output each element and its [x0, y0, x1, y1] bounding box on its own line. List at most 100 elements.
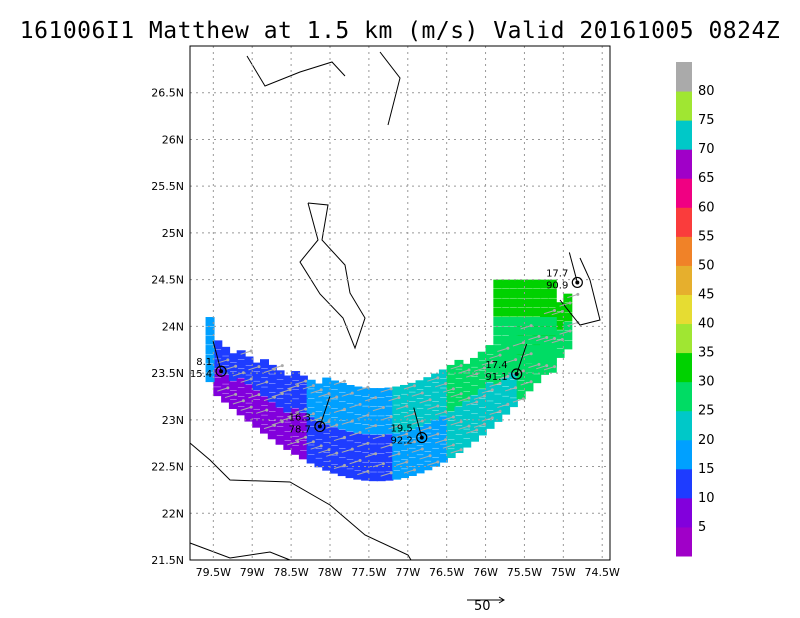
wind-arrow-head — [405, 432, 409, 436]
wind-arrow-head — [420, 419, 424, 423]
wind-arrow — [512, 398, 524, 403]
field-cell — [501, 298, 511, 308]
colorbar-swatch — [676, 526, 692, 557]
field-cell — [221, 393, 231, 403]
field-cell — [415, 408, 425, 418]
wind-arrow-head — [257, 365, 261, 369]
wind-arrow-head — [459, 420, 463, 424]
field-cell — [532, 326, 542, 336]
field-cell — [368, 416, 378, 426]
field-cell — [555, 302, 565, 312]
colorbar-swatch — [676, 236, 692, 266]
wind-arrow — [333, 380, 345, 385]
field-cell — [516, 363, 526, 373]
field-cell — [330, 417, 339, 427]
field-cell — [501, 349, 511, 359]
field-cell — [438, 416, 448, 426]
wind-arrow — [543, 310, 555, 315]
field-cell — [485, 419, 495, 429]
field-cell — [337, 429, 347, 439]
field-cell — [400, 394, 409, 404]
field-cell — [462, 363, 472, 373]
field-cell — [454, 378, 464, 388]
wind-arrow — [349, 460, 361, 465]
wind-arrow — [302, 385, 314, 390]
lon-tick-label: 75W — [551, 566, 576, 579]
wind-arrow — [271, 421, 283, 426]
field-cell — [524, 279, 534, 289]
reference-vector — [467, 596, 505, 604]
field-cell — [252, 371, 262, 381]
wind-arrow-head — [249, 377, 253, 381]
field-cell — [516, 307, 526, 317]
wind-arrow-head — [545, 364, 549, 368]
field-cell — [547, 307, 557, 317]
field-cell — [454, 397, 464, 407]
wind-arrow — [396, 405, 407, 410]
field-cell — [477, 361, 487, 371]
lon-tick-label: 79.5W — [196, 566, 231, 579]
field-cell — [407, 466, 417, 476]
field-cell — [361, 387, 371, 397]
coastline-southwest — [189, 542, 291, 561]
wind-arrow — [224, 365, 236, 371]
field-cell — [477, 351, 487, 361]
field-cell — [493, 412, 503, 422]
field-cell — [508, 388, 518, 398]
field-cell — [532, 345, 542, 355]
wind-arrow-head — [459, 392, 463, 396]
field-cell — [283, 412, 293, 422]
field-cell — [540, 354, 549, 364]
field-cell — [516, 354, 526, 364]
colorbar-swatch — [676, 381, 692, 412]
field-cell — [485, 410, 495, 420]
field-cell — [540, 326, 549, 336]
field-cell — [306, 454, 316, 464]
wind-arrow — [341, 420, 353, 425]
field-cell — [205, 335, 215, 345]
wind-arrow — [302, 413, 314, 418]
field-cell — [477, 398, 487, 408]
wind-arrow — [543, 366, 555, 371]
wind-arrow-head — [265, 380, 269, 384]
wind-arrow — [419, 455, 431, 460]
wind-arrow — [349, 431, 361, 437]
field-cell — [493, 288, 503, 298]
storm-center-speed: 16.3 — [289, 412, 311, 423]
field-cell — [508, 279, 518, 289]
field-cell — [306, 379, 316, 389]
lon-tick-label: 79W — [240, 566, 265, 579]
wind-arrow-head — [553, 309, 557, 313]
wind-arrow — [442, 388, 454, 393]
field-cell — [298, 384, 308, 394]
wind-arrow — [310, 389, 322, 394]
wind-arrow — [310, 445, 322, 450]
field-cell — [236, 378, 246, 388]
wind-arrow-head — [265, 408, 269, 412]
wind-arrow-head — [514, 358, 518, 362]
lat-tick-label: 26.5N — [151, 87, 184, 100]
wind-arrow — [388, 397, 400, 402]
field-cell — [446, 420, 456, 430]
wind-arrow-head — [358, 430, 362, 434]
field-cell — [322, 442, 332, 452]
wind-arrow-head — [467, 424, 471, 428]
wind-arrow — [318, 449, 330, 454]
wind-arrow — [450, 393, 462, 398]
wind-arrow — [419, 427, 431, 432]
wind-arrow — [388, 425, 400, 430]
wind-arrow — [271, 393, 283, 398]
wind-arrow-head — [521, 341, 525, 345]
storm-center-speed: 17.4 — [485, 360, 507, 371]
field-cell — [384, 452, 394, 462]
wind-speed-field — [205, 279, 573, 482]
field-cell — [275, 398, 285, 408]
wind-arrow — [536, 337, 547, 342]
wind-arrow-head — [343, 435, 347, 439]
wind-arrow-head — [374, 396, 378, 400]
lat-tick-label: 23N — [162, 414, 184, 427]
field-cell — [407, 448, 417, 458]
field-cell — [493, 384, 503, 394]
field-cell — [508, 335, 518, 345]
field-cell — [314, 392, 324, 402]
